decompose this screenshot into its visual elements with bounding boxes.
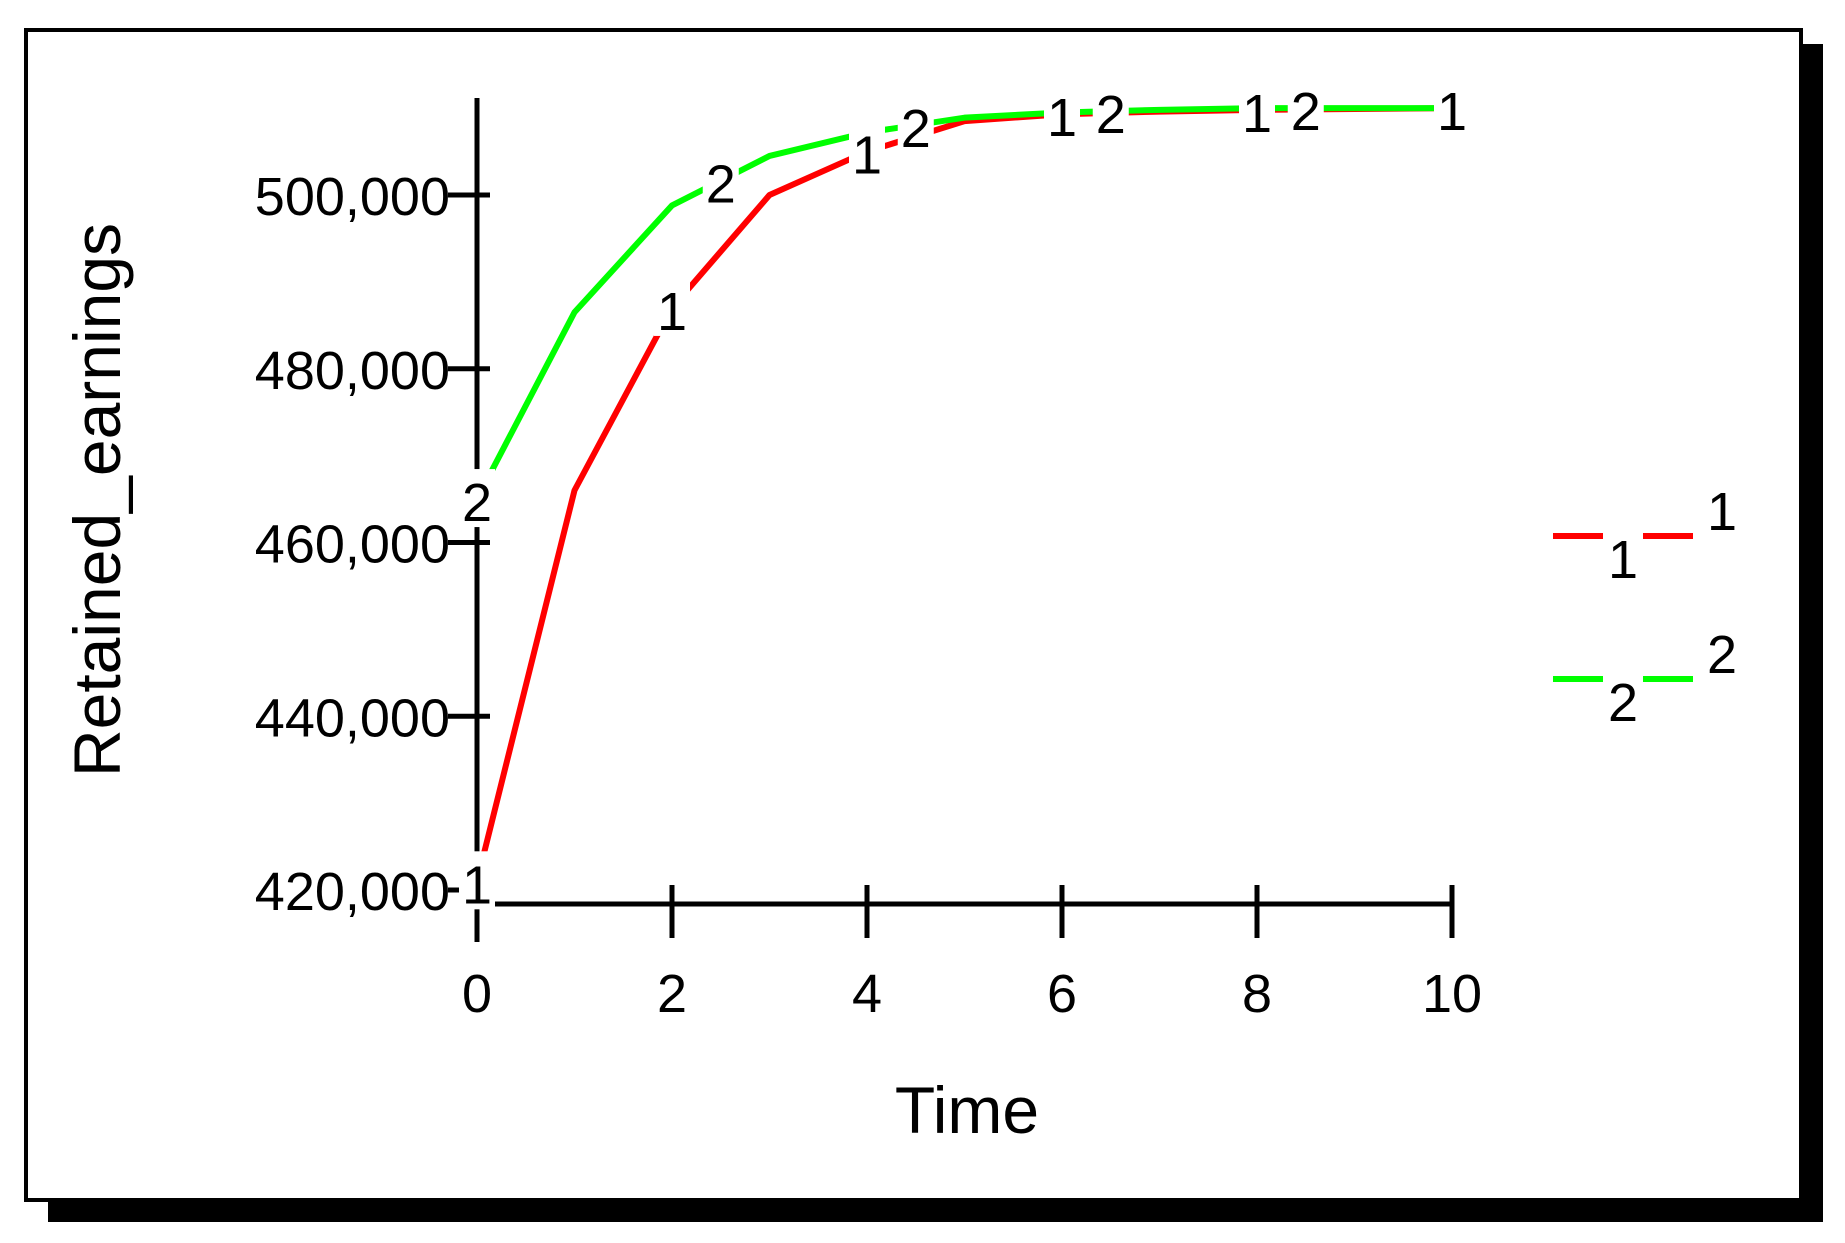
legend-marker-bg	[1603, 528, 1643, 584]
legend: 1 1 2 2	[1553, 482, 1737, 733]
legend-label-2: 2	[1707, 625, 1737, 685]
chart-frame	[24, 28, 1803, 1202]
series-marker-2: 2	[462, 473, 492, 533]
series-marker-2: 2	[1096, 85, 1126, 145]
x-tick-label: 8	[1242, 964, 1272, 1024]
series-marker-bg	[1434, 78, 1470, 137]
ticks: 0 2 4 6 8 10 420,000 440,000 460,000 480,000 500,0…	[255, 167, 1482, 1024]
series-marker-bg	[702, 150, 739, 209]
series-line-1	[474, 105, 1453, 883]
series-marker-1: 1	[1242, 84, 1272, 144]
legend-marker-2: 2	[1608, 673, 1638, 733]
x-tick-label: 6	[1047, 964, 1077, 1024]
series-marker-bg	[1044, 84, 1080, 143]
legend-label-1: 1	[1707, 482, 1737, 542]
series-marker-bg	[1287, 78, 1324, 137]
y-tick-label: 420,000	[255, 862, 450, 922]
series-marker-1: 1	[1437, 82, 1467, 142]
series-marker-bg	[654, 277, 690, 336]
series-marker-1: 1	[852, 126, 882, 186]
series-marker-bg	[1092, 81, 1129, 140]
series-marker-2: 2	[901, 99, 931, 159]
legend-marker-1: 1	[1608, 530, 1638, 590]
series-marker-bg	[459, 851, 495, 910]
series-marker-1: 1	[1047, 88, 1077, 148]
series-line-2	[474, 105, 1452, 501]
legend-marker-bg	[1603, 671, 1643, 727]
series-marker-2: 2	[1291, 82, 1321, 142]
x-tick-label: 0	[462, 964, 492, 1024]
series-marker-bg	[459, 469, 495, 528]
x-tick-label: 4	[852, 964, 882, 1024]
series-marker-1: 1	[657, 282, 687, 342]
series-marker-bg	[849, 121, 885, 180]
axes	[470, 98, 1452, 942]
series-marker-bg	[1239, 79, 1275, 138]
y-tick-label: 500,000	[255, 167, 450, 227]
y-tick-label: 480,000	[255, 341, 450, 401]
x-axis-title: Time	[895, 1073, 1039, 1147]
y-axis-title: Retained_earnings	[60, 223, 134, 777]
series-marker-bg	[897, 95, 934, 154]
y-tick-label: 440,000	[255, 688, 450, 748]
series-layer	[474, 105, 1453, 883]
x-tick-label: 2	[657, 964, 687, 1024]
x-tick-label: 10	[1422, 964, 1482, 1024]
series-marker-2: 2	[706, 155, 736, 215]
y-tick-label: 460,000	[255, 515, 450, 575]
series-marker-1: 1	[462, 855, 492, 915]
